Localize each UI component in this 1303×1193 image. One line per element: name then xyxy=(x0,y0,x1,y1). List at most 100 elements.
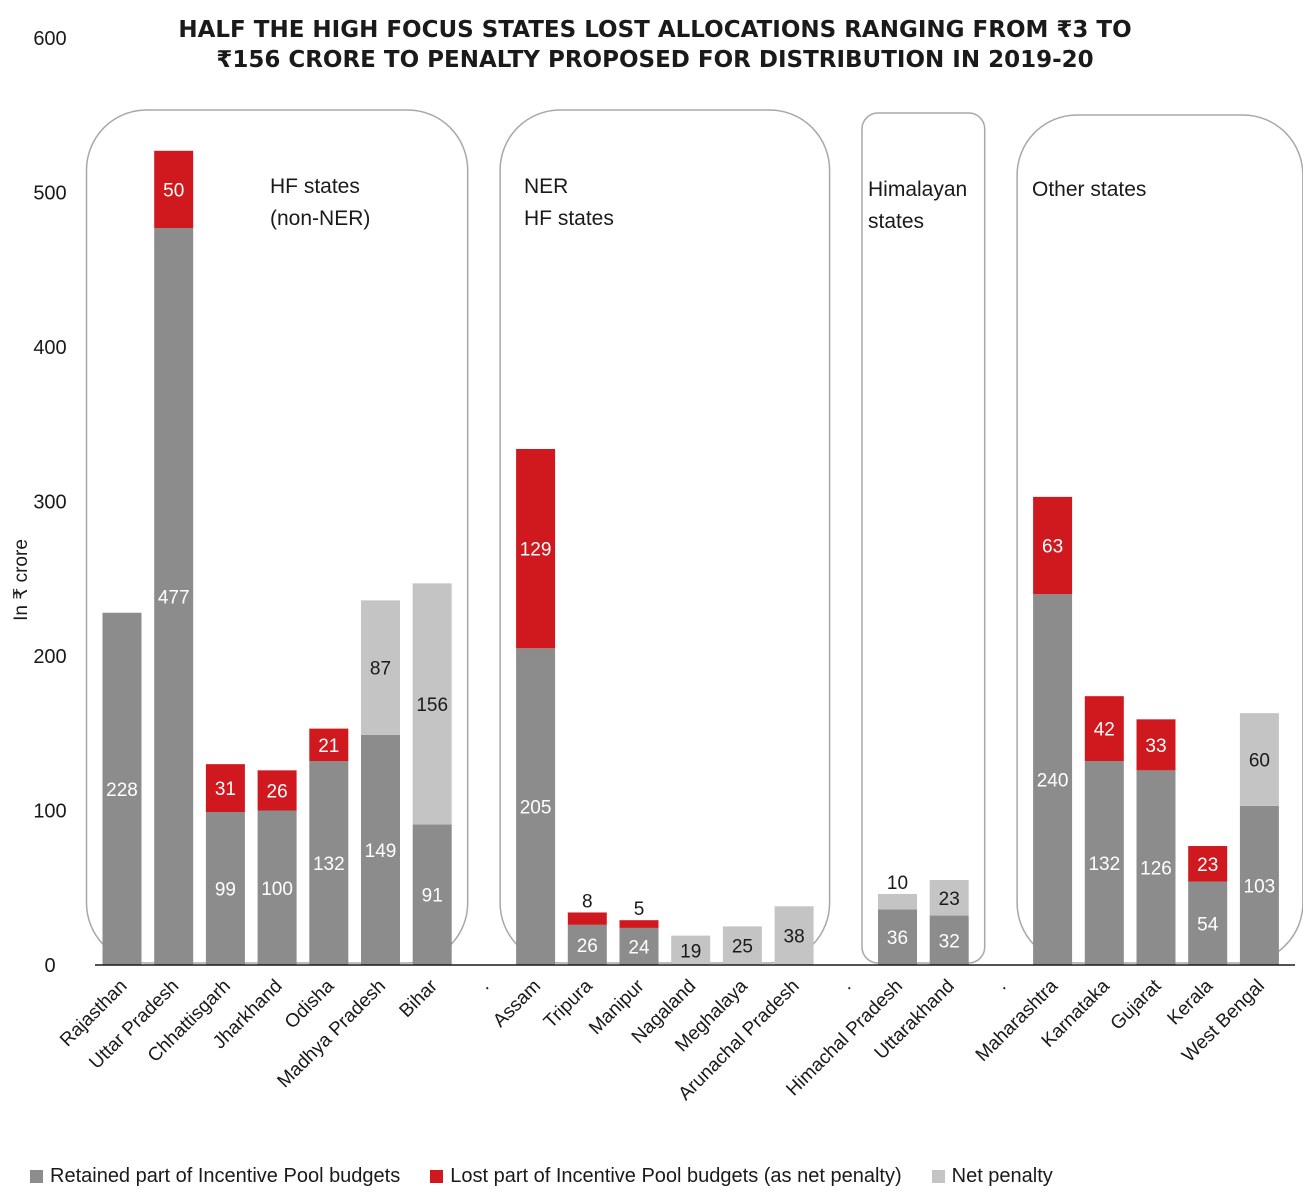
group-label-1-line-2: (non-NER) xyxy=(270,207,370,230)
y-tick-label: 600 xyxy=(33,28,66,50)
legend-swatch-penalty xyxy=(931,1170,945,1183)
bar-lost-chhattisgarh xyxy=(205,764,245,813)
data-label-penalty-uttarakhand: 23 xyxy=(939,889,960,910)
legend-label-penalty: Net penalty xyxy=(951,1165,1053,1187)
data-label-retained-tripura: 26 xyxy=(577,936,598,957)
x-tick-label-gujarat: Gujarat xyxy=(1107,975,1166,1034)
bar-lost-tripura xyxy=(567,912,607,925)
group-label-1-line-1: HF states xyxy=(270,175,360,198)
bar-retained-assam xyxy=(516,648,556,965)
bar-lost-assam xyxy=(516,448,556,649)
y-tick-label: 100 xyxy=(33,801,66,823)
bar-lost-karnataka xyxy=(1084,696,1124,762)
data-label-retained-west-bengal: 103 xyxy=(1244,876,1276,897)
bar-retained-himachal-pradesh xyxy=(878,909,917,965)
bar-retained-west-bengal xyxy=(1239,805,1279,965)
data-label-retained-bihar: 91 xyxy=(422,886,443,907)
group-label-2-line-1: NER xyxy=(524,175,568,198)
data-label-retained-himachal-pradesh: 36 xyxy=(887,928,908,949)
y-tick-label: 500 xyxy=(33,183,66,205)
data-label-penalty-nagaland: 19 xyxy=(680,941,701,962)
data-label-lost-manipur: 5 xyxy=(634,899,645,920)
bar-penalty-nagaland xyxy=(671,935,711,965)
data-label-lost-jharkhand: 26 xyxy=(267,781,288,802)
data-label-retained-assam: 205 xyxy=(520,798,552,819)
data-label-lost-karnataka: 42 xyxy=(1094,720,1115,741)
legend-label-retained: Retained part of Incentive Pool budgets xyxy=(50,1165,401,1187)
bar-retained-chhattisgarh xyxy=(205,812,245,965)
group-box-2 xyxy=(499,109,831,964)
bar-retained-karnataka xyxy=(1084,761,1124,965)
bar-retained-jharkhand xyxy=(257,810,297,965)
data-label-retained-uttar-pradesh: 477 xyxy=(158,588,190,609)
data-label-penalty-himachal-pradesh: 10 xyxy=(887,873,908,894)
data-label-penalty-madhya-pradesh: 87 xyxy=(370,659,391,680)
bar-retained-uttarakhand xyxy=(929,915,969,965)
legend-item-retained: Retained part of Incentive Pool budgets xyxy=(30,1165,400,1188)
data-label-retained-chhattisgarh: 99 xyxy=(215,880,236,901)
group-box-3 xyxy=(861,112,986,964)
data-label-retained-kerala: 54 xyxy=(1197,914,1219,935)
group-label-3-line-2: states xyxy=(868,210,924,233)
bar-penalty-himachal-pradesh xyxy=(878,893,917,910)
y-tick-label: 400 xyxy=(33,337,66,359)
y-axis-title: In ₹ crore xyxy=(11,539,32,621)
legend-label-lost: Lost part of Incentive Pool budgets (as … xyxy=(450,1165,902,1187)
x-tick-label-maharashtra: Maharashtra xyxy=(972,975,1063,1066)
bar-retained-maharashtra xyxy=(1033,594,1073,965)
bar-penalty-bihar xyxy=(412,583,452,825)
legend-swatch-lost xyxy=(430,1170,444,1183)
data-label-lost-chhattisgarh: 31 xyxy=(215,779,236,800)
legend-item-penalty: Net penalty xyxy=(931,1165,1053,1188)
data-label-retained-karnataka: 132 xyxy=(1088,854,1120,875)
data-label-penalty-west-bengal: 60 xyxy=(1249,751,1270,772)
data-label-retained-uttarakhand: 32 xyxy=(939,931,960,952)
data-label-retained-gujarat: 126 xyxy=(1140,859,1172,880)
y-tick-label: 0 xyxy=(44,955,55,977)
bar-penalty-meghalaya xyxy=(722,926,762,965)
bar-lost-manipur xyxy=(619,920,659,928)
x-tick-label-spacer-14: . xyxy=(837,976,856,995)
bar-penalty-arunachal-pradesh xyxy=(774,906,814,965)
bar-lost-maharashtra xyxy=(1033,496,1073,595)
chart-svg: HALF THE HIGH FOCUS STATES LOST ALLOCATI… xyxy=(11,17,1303,1105)
data-label-lost-tripura: 8 xyxy=(582,891,593,912)
data-label-lost-uttar-pradesh: 50 xyxy=(163,180,184,201)
bar-penalty-west-bengal xyxy=(1239,713,1279,806)
legend-item-lost: Lost part of Incentive Pool budgets (as … xyxy=(430,1165,902,1188)
group-label-4-line-1: Other states xyxy=(1032,178,1146,201)
legend-swatch-retained xyxy=(30,1170,43,1183)
data-label-retained-odisha: 132 xyxy=(313,854,345,875)
bar-retained-manipur xyxy=(619,927,659,965)
bar-retained-uttar-pradesh xyxy=(154,228,194,965)
y-tick-label: 200 xyxy=(33,646,66,668)
data-label-lost-gujarat: 33 xyxy=(1145,736,1166,757)
bar-lost-odisha xyxy=(309,728,349,762)
x-tick-label-spacer-17: . xyxy=(992,976,1011,995)
data-label-penalty-bihar: 156 xyxy=(416,695,448,716)
data-label-lost-maharashtra: 63 xyxy=(1042,537,1063,558)
x-tick-label-assam: Assam xyxy=(489,976,545,1032)
bar-lost-jharkhand xyxy=(257,770,297,811)
group-label-3-line-1: Himalayan xyxy=(868,178,967,201)
chart-title-line-2: ₹156 CRORE TO PENALTY PROPOSED FOR DISTR… xyxy=(216,47,1093,73)
data-label-lost-kerala: 23 xyxy=(1197,855,1218,876)
chart-title-line-1: HALF THE HIGH FOCUS STATES LOST ALLOCATI… xyxy=(178,17,1131,43)
data-label-retained-madhya-pradesh: 149 xyxy=(365,841,397,862)
data-label-penalty-arunachal-pradesh: 38 xyxy=(784,927,805,948)
bar-lost-uttar-pradesh xyxy=(154,150,194,229)
bar-retained-tripura xyxy=(567,924,607,965)
data-label-retained-jharkhand: 100 xyxy=(261,879,293,900)
group-label-2-line-2: HF states xyxy=(524,207,614,230)
data-label-penalty-meghalaya: 25 xyxy=(732,937,753,958)
data-label-lost-assam: 129 xyxy=(520,540,552,561)
bar-penalty-madhya-pradesh xyxy=(361,600,400,735)
legend: Retained part of Incentive Pool budgets … xyxy=(30,1165,1083,1188)
y-tick-label: 300 xyxy=(33,492,66,514)
x-tick-label-bihar: Bihar xyxy=(396,975,443,1022)
bar-retained-bihar xyxy=(412,824,452,965)
data-label-retained-manipur: 24 xyxy=(628,937,650,958)
data-label-retained-maharashtra: 240 xyxy=(1037,771,1069,792)
bar-retained-kerala xyxy=(1188,881,1228,965)
